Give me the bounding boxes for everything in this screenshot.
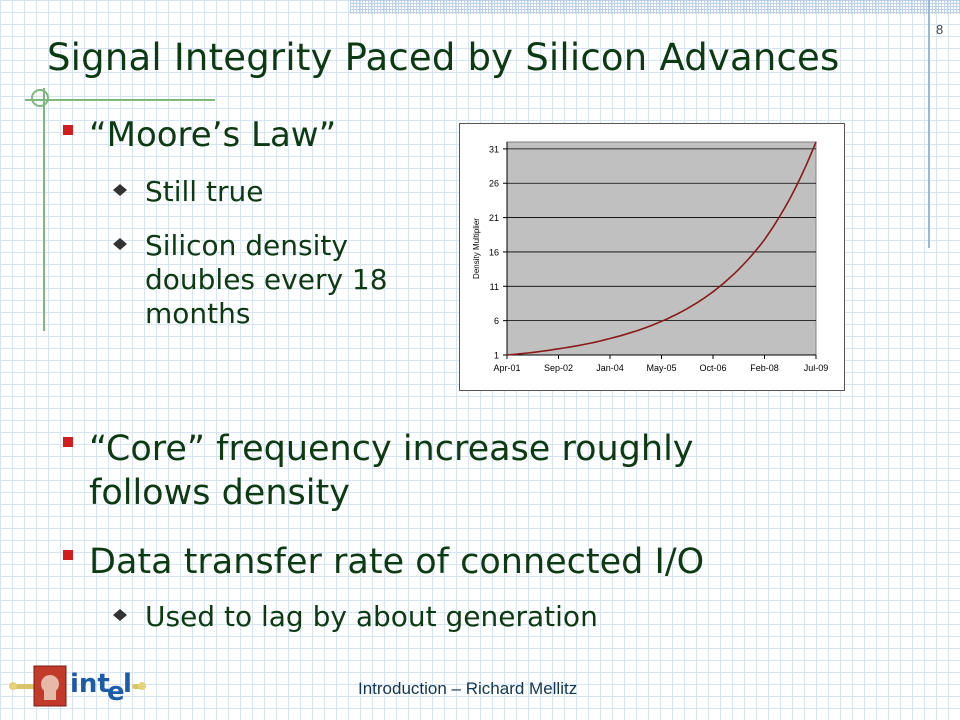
- left-vertical-line: [43, 88, 45, 331]
- top-pattern-band: [350, 0, 960, 14]
- bullet-square-icon: [63, 125, 73, 135]
- corner-circle-ornament: [31, 89, 49, 107]
- y-axis-label: Density Multiplier: [472, 218, 481, 279]
- sub-bullet-text: Silicon density doubles every 18 months: [145, 229, 388, 330]
- y-tick-label: 16: [489, 247, 499, 257]
- x-tick-label: Feb-08: [750, 363, 779, 373]
- x-tick-label: May-05: [646, 363, 676, 373]
- y-tick-label: 31: [489, 144, 499, 154]
- y-tick-label: 6: [494, 316, 499, 326]
- x-tick-label: Jul-09: [804, 363, 829, 373]
- svg-text:e: e: [107, 677, 125, 707]
- intel-logo: int e l: [9, 665, 146, 707]
- y-tick-label: 26: [489, 179, 499, 189]
- bullet-text: Data transfer rate of connected I/O: [89, 542, 705, 582]
- sub-bullet-text: Used to lag by about generation: [145, 600, 598, 633]
- bullet-text: “Moore’s Law”: [89, 115, 337, 155]
- title-underline: [25, 99, 215, 101]
- bullet-square-icon: [63, 550, 73, 560]
- x-tick-label: Jan-04: [596, 363, 624, 373]
- sub-bullet-arrow-icon: [113, 238, 127, 250]
- slide-number: 8: [936, 22, 944, 37]
- svg-text:int: int: [70, 669, 110, 699]
- slide-title: Signal Integrity Paced by Silicon Advanc…: [47, 36, 840, 79]
- footer-text: Introduction – Richard Mellitz: [358, 679, 578, 698]
- y-tick-label: 1: [494, 351, 499, 361]
- sub-bullet-text: Still true: [145, 175, 264, 208]
- sub-bullet-arrow-icon: [113, 609, 127, 621]
- svg-text:l: l: [123, 669, 132, 699]
- x-tick-label: Apr-01: [493, 363, 520, 373]
- bullet-square-icon: [63, 437, 73, 447]
- y-tick-label: 21: [489, 213, 499, 223]
- x-tick-label: Sep-02: [544, 363, 573, 373]
- x-tick-label: Oct-06: [699, 363, 726, 373]
- series-line: [506, 141, 817, 356]
- right-edge-rule: [928, 0, 930, 248]
- bullet-text: “Core” frequency increase roughly follow…: [89, 429, 694, 513]
- y-tick-label: 11: [490, 282, 499, 292]
- sub-bullet-arrow-icon: [113, 184, 127, 196]
- plot-area: [506, 141, 817, 356]
- density-chart: 1 6 11 16 21 26 31 Apr-01 Sep-02 Jan-04 May-05 Oct-…: [459, 123, 845, 391]
